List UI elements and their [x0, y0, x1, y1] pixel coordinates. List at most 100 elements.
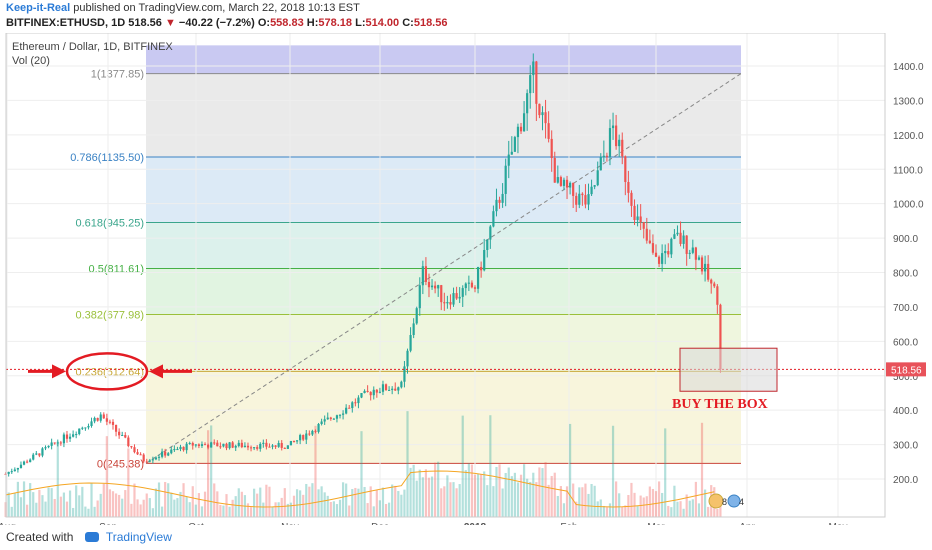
volume-bar: [124, 490, 127, 517]
candle-body: [581, 193, 584, 196]
volume-bar: [532, 472, 535, 517]
change-label: −40.22 (−7.2%): [178, 17, 255, 29]
volume-bar: [670, 507, 673, 517]
candle-body: [197, 444, 200, 446]
volume-bar: [90, 482, 93, 517]
candle-body: [317, 423, 320, 432]
x-tick-label: Dec: [371, 522, 389, 525]
candle-body: [676, 232, 679, 235]
volume-bar: [118, 494, 121, 517]
candle-body: [102, 414, 105, 419]
volume-bar: [53, 498, 56, 517]
candle-body: [602, 155, 605, 158]
candle-body: [130, 446, 133, 448]
volume-bar: [538, 467, 541, 517]
volume-bar: [65, 501, 69, 517]
candle-body: [332, 418, 335, 420]
volume-bar: [164, 481, 167, 517]
candle-body: [519, 126, 523, 132]
candle-body: [348, 407, 351, 409]
volume-bar: [682, 508, 685, 517]
volume-bar: [618, 493, 621, 517]
candle-body: [501, 193, 504, 203]
volume-bar: [176, 498, 179, 517]
candle-body: [26, 461, 29, 463]
candle-body: [618, 139, 621, 147]
volume-bar: [599, 499, 602, 517]
volume-bar: [354, 487, 357, 517]
close-value: 518.56: [413, 17, 448, 29]
author-link[interactable]: Keep-it-Real: [6, 2, 71, 14]
event-flag-icon: [708, 493, 724, 509]
volume-bar: [22, 481, 26, 517]
candle-body: [292, 440, 296, 442]
volume-bar: [651, 488, 655, 517]
left-pointing-arrow-icon: [149, 364, 163, 379]
volume-bar: [559, 486, 562, 517]
candle-body: [572, 182, 575, 196]
volume-bar: [697, 503, 701, 517]
volume-bar: [645, 496, 648, 517]
candle-body: [87, 426, 90, 428]
volume-bar: [679, 501, 682, 517]
candle-body: [268, 446, 271, 448]
candle-body: [271, 445, 274, 447]
volume-bar: [630, 482, 633, 517]
fib-band: [146, 268, 741, 315]
candle-body: [78, 428, 81, 435]
fib-level-label: 0.786(1135.50): [70, 152, 144, 164]
candle-body: [167, 453, 170, 456]
y-tick-label: 200.0: [893, 475, 918, 486]
volume-bar: [200, 506, 204, 517]
volume-bar: [302, 494, 305, 517]
volume-bar: [262, 502, 265, 517]
candle-body: [538, 103, 541, 116]
price-chart[interactable]: 1(1377.85) 0.786(1135.50) 0.618(945.25) 0.5…: [0, 33, 932, 525]
volume-bar: [335, 504, 339, 517]
candle-body: [173, 449, 176, 451]
volume-bar: [121, 498, 124, 517]
candle-body: [427, 281, 431, 288]
volume-bar: [661, 492, 664, 517]
tradingview-link[interactable]: TradingView: [105, 530, 172, 544]
low-label: L:: [355, 17, 366, 29]
volume-bar: [664, 428, 667, 517]
tradingview-logo-icon: [84, 532, 99, 542]
volume-bar: [170, 492, 173, 517]
volume-bar: [133, 483, 136, 517]
volume-bar: [136, 499, 139, 517]
volume-bar: [29, 483, 32, 517]
candle-body: [142, 454, 145, 462]
volume-bar: [403, 489, 406, 517]
candle-body: [246, 445, 250, 448]
volume-bar: [707, 506, 710, 517]
volume-bar: [348, 505, 351, 517]
candle-body: [10, 471, 13, 473]
volume-bar: [636, 506, 639, 517]
volume-bar: [535, 482, 538, 517]
candle-body: [372, 389, 375, 396]
volume-bar: [84, 506, 87, 517]
candle-body: [599, 157, 602, 171]
candle-body: [688, 252, 691, 254]
volume-bar: [35, 502, 38, 517]
volume-bar: [231, 499, 234, 517]
volume-bar: [203, 491, 207, 517]
candle-body: [84, 427, 87, 429]
candle-body: [636, 216, 639, 221]
y-tick-label: 800.0: [893, 269, 918, 280]
volume-bar: [673, 485, 676, 517]
candle-body: [375, 389, 378, 393]
x-tick-label: Apr: [739, 522, 755, 525]
volume-bar: [280, 497, 283, 517]
candle-body: [633, 205, 636, 221]
volume-bar: [703, 489, 707, 517]
candle-body: [329, 417, 332, 419]
volume-bar: [522, 464, 526, 517]
volume-bar: [249, 507, 253, 517]
volume-bar: [611, 425, 615, 517]
y-tick-label: 1000.0: [893, 200, 924, 211]
candle-body: [160, 451, 164, 457]
candle-body: [483, 250, 486, 271]
candle-body: [44, 447, 47, 449]
